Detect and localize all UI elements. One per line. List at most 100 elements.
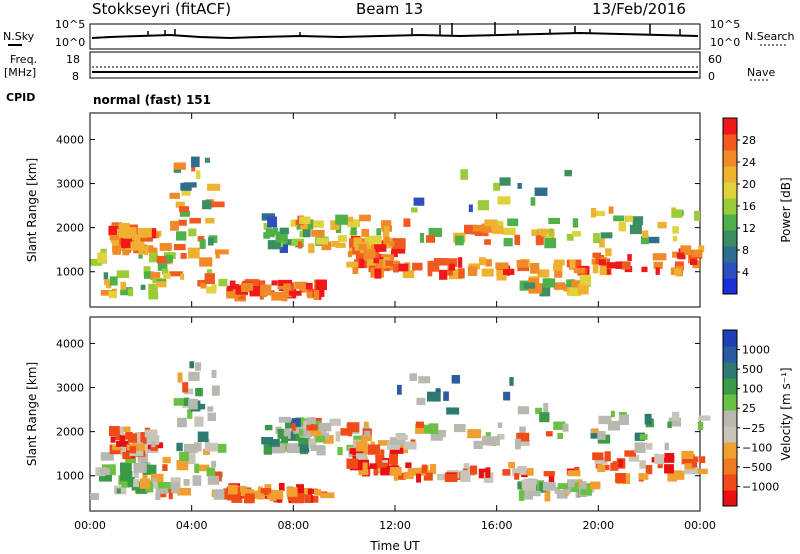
echo-cell: [260, 289, 269, 297]
echo-cell: [642, 230, 649, 238]
echo-cell: [373, 258, 380, 264]
colorbar-tick-label: 20: [742, 178, 756, 191]
echo-cell: [657, 460, 663, 469]
echo-cell: [188, 398, 198, 410]
echo-cell: [368, 235, 382, 245]
colorbar-segment: [723, 490, 737, 507]
colorbar-tick-label: 12: [742, 222, 756, 235]
echo-cell: [99, 470, 112, 482]
echo-cell: [369, 463, 377, 469]
echo-cell: [173, 162, 186, 170]
echo-cell: [664, 452, 675, 463]
echo-cell: [468, 204, 473, 213]
echo-cell: [116, 488, 121, 494]
velocity-colorbar-label: Velocity [m s⁻¹]: [779, 367, 793, 460]
echo-cell: [304, 494, 311, 503]
echo-cell: [278, 234, 288, 245]
echo-cell: [199, 239, 206, 249]
echo-cell: [503, 391, 511, 401]
echo-cell: [430, 431, 443, 441]
echo-cell: [228, 484, 238, 496]
echo-cell: [155, 488, 168, 494]
echo-cell: [173, 398, 185, 406]
colorbar-segment: [723, 458, 737, 475]
echo-cell: [90, 258, 102, 266]
echo-cell: [545, 233, 552, 240]
echo-cell: [530, 262, 540, 274]
echo-cell: [196, 464, 210, 472]
echo-cell: [272, 227, 278, 235]
echo-cell: [337, 447, 343, 456]
echo-cell: [481, 223, 494, 233]
echo-cell: [285, 239, 293, 246]
echo-cell: [297, 241, 303, 249]
echo-cell: [120, 447, 131, 456]
echo-cell: [97, 252, 107, 263]
echo-cell: [597, 464, 606, 473]
colorbar-segment: [723, 278, 737, 295]
echo-cell: [145, 486, 154, 493]
echo-cell: [229, 289, 236, 296]
echo-cell: [180, 252, 187, 259]
echo-cell: [258, 486, 263, 495]
x-tick-label: 12:00: [379, 519, 411, 532]
echo-cell: [600, 232, 613, 239]
echo-cell: [241, 282, 254, 293]
echo-cell: [116, 440, 129, 447]
y-tick-label: 3000: [56, 382, 84, 395]
colorbar-segment: [723, 230, 737, 247]
echo-cell: [119, 435, 126, 447]
echo-cell: [162, 456, 171, 464]
echo-cell: [176, 460, 189, 471]
echo-cell: [416, 473, 422, 483]
echo-cell: [110, 436, 116, 443]
echo-cell: [177, 372, 183, 383]
echo-cell: [367, 444, 381, 455]
echo-cell: [313, 496, 319, 503]
colorbar-tick-label: −1000: [742, 480, 779, 493]
echo-cell: [390, 250, 398, 258]
nsky-trace: [91, 31, 699, 40]
echo-cell: [672, 235, 678, 242]
echo-cell: [417, 467, 426, 476]
echo-cell: [207, 475, 220, 485]
echo-cell: [188, 371, 200, 382]
echo-cell: [183, 397, 190, 406]
nsky-tick-bottom: 10^0: [55, 36, 86, 49]
echo-cell: [271, 292, 284, 301]
x-axis-label: Time UT: [369, 539, 420, 553]
echo-cell: [514, 473, 520, 480]
echo-cell: [124, 227, 137, 236]
echo-cell: [566, 233, 574, 241]
echo-cell: [197, 236, 205, 242]
echo-cell: [249, 290, 262, 297]
echo-cell: [580, 481, 587, 489]
echo-cell: [590, 207, 597, 218]
echo-cell: [597, 431, 606, 440]
echo-cell: [618, 459, 623, 468]
echo-cell: [291, 423, 296, 431]
y-tick-label: 1000: [56, 266, 84, 279]
echo-cell: [373, 465, 378, 476]
echo-cell: [109, 234, 120, 241]
echo-cell: [211, 460, 217, 468]
echo-cell: [349, 448, 356, 455]
echo-cell: [428, 423, 439, 434]
echo-cell: [289, 290, 302, 296]
echo-cell: [306, 424, 318, 431]
echo-cell: [389, 241, 395, 247]
nave-tick-bottom: 0: [708, 70, 715, 83]
echo-cell: [227, 494, 239, 501]
echo-cell: [103, 272, 109, 280]
echo-cell: [144, 429, 158, 438]
echo-cell: [363, 249, 376, 260]
echo-cell: [278, 482, 285, 491]
echo-cell: [528, 283, 543, 294]
echo-cell: [352, 263, 359, 275]
echo-cell: [147, 228, 157, 239]
colorbar-tick-label: 28: [742, 134, 756, 147]
colorbar-segment: [723, 118, 737, 135]
echo-cell: [364, 430, 371, 437]
echo-cell: [426, 235, 436, 243]
echo-cell: [482, 435, 490, 446]
